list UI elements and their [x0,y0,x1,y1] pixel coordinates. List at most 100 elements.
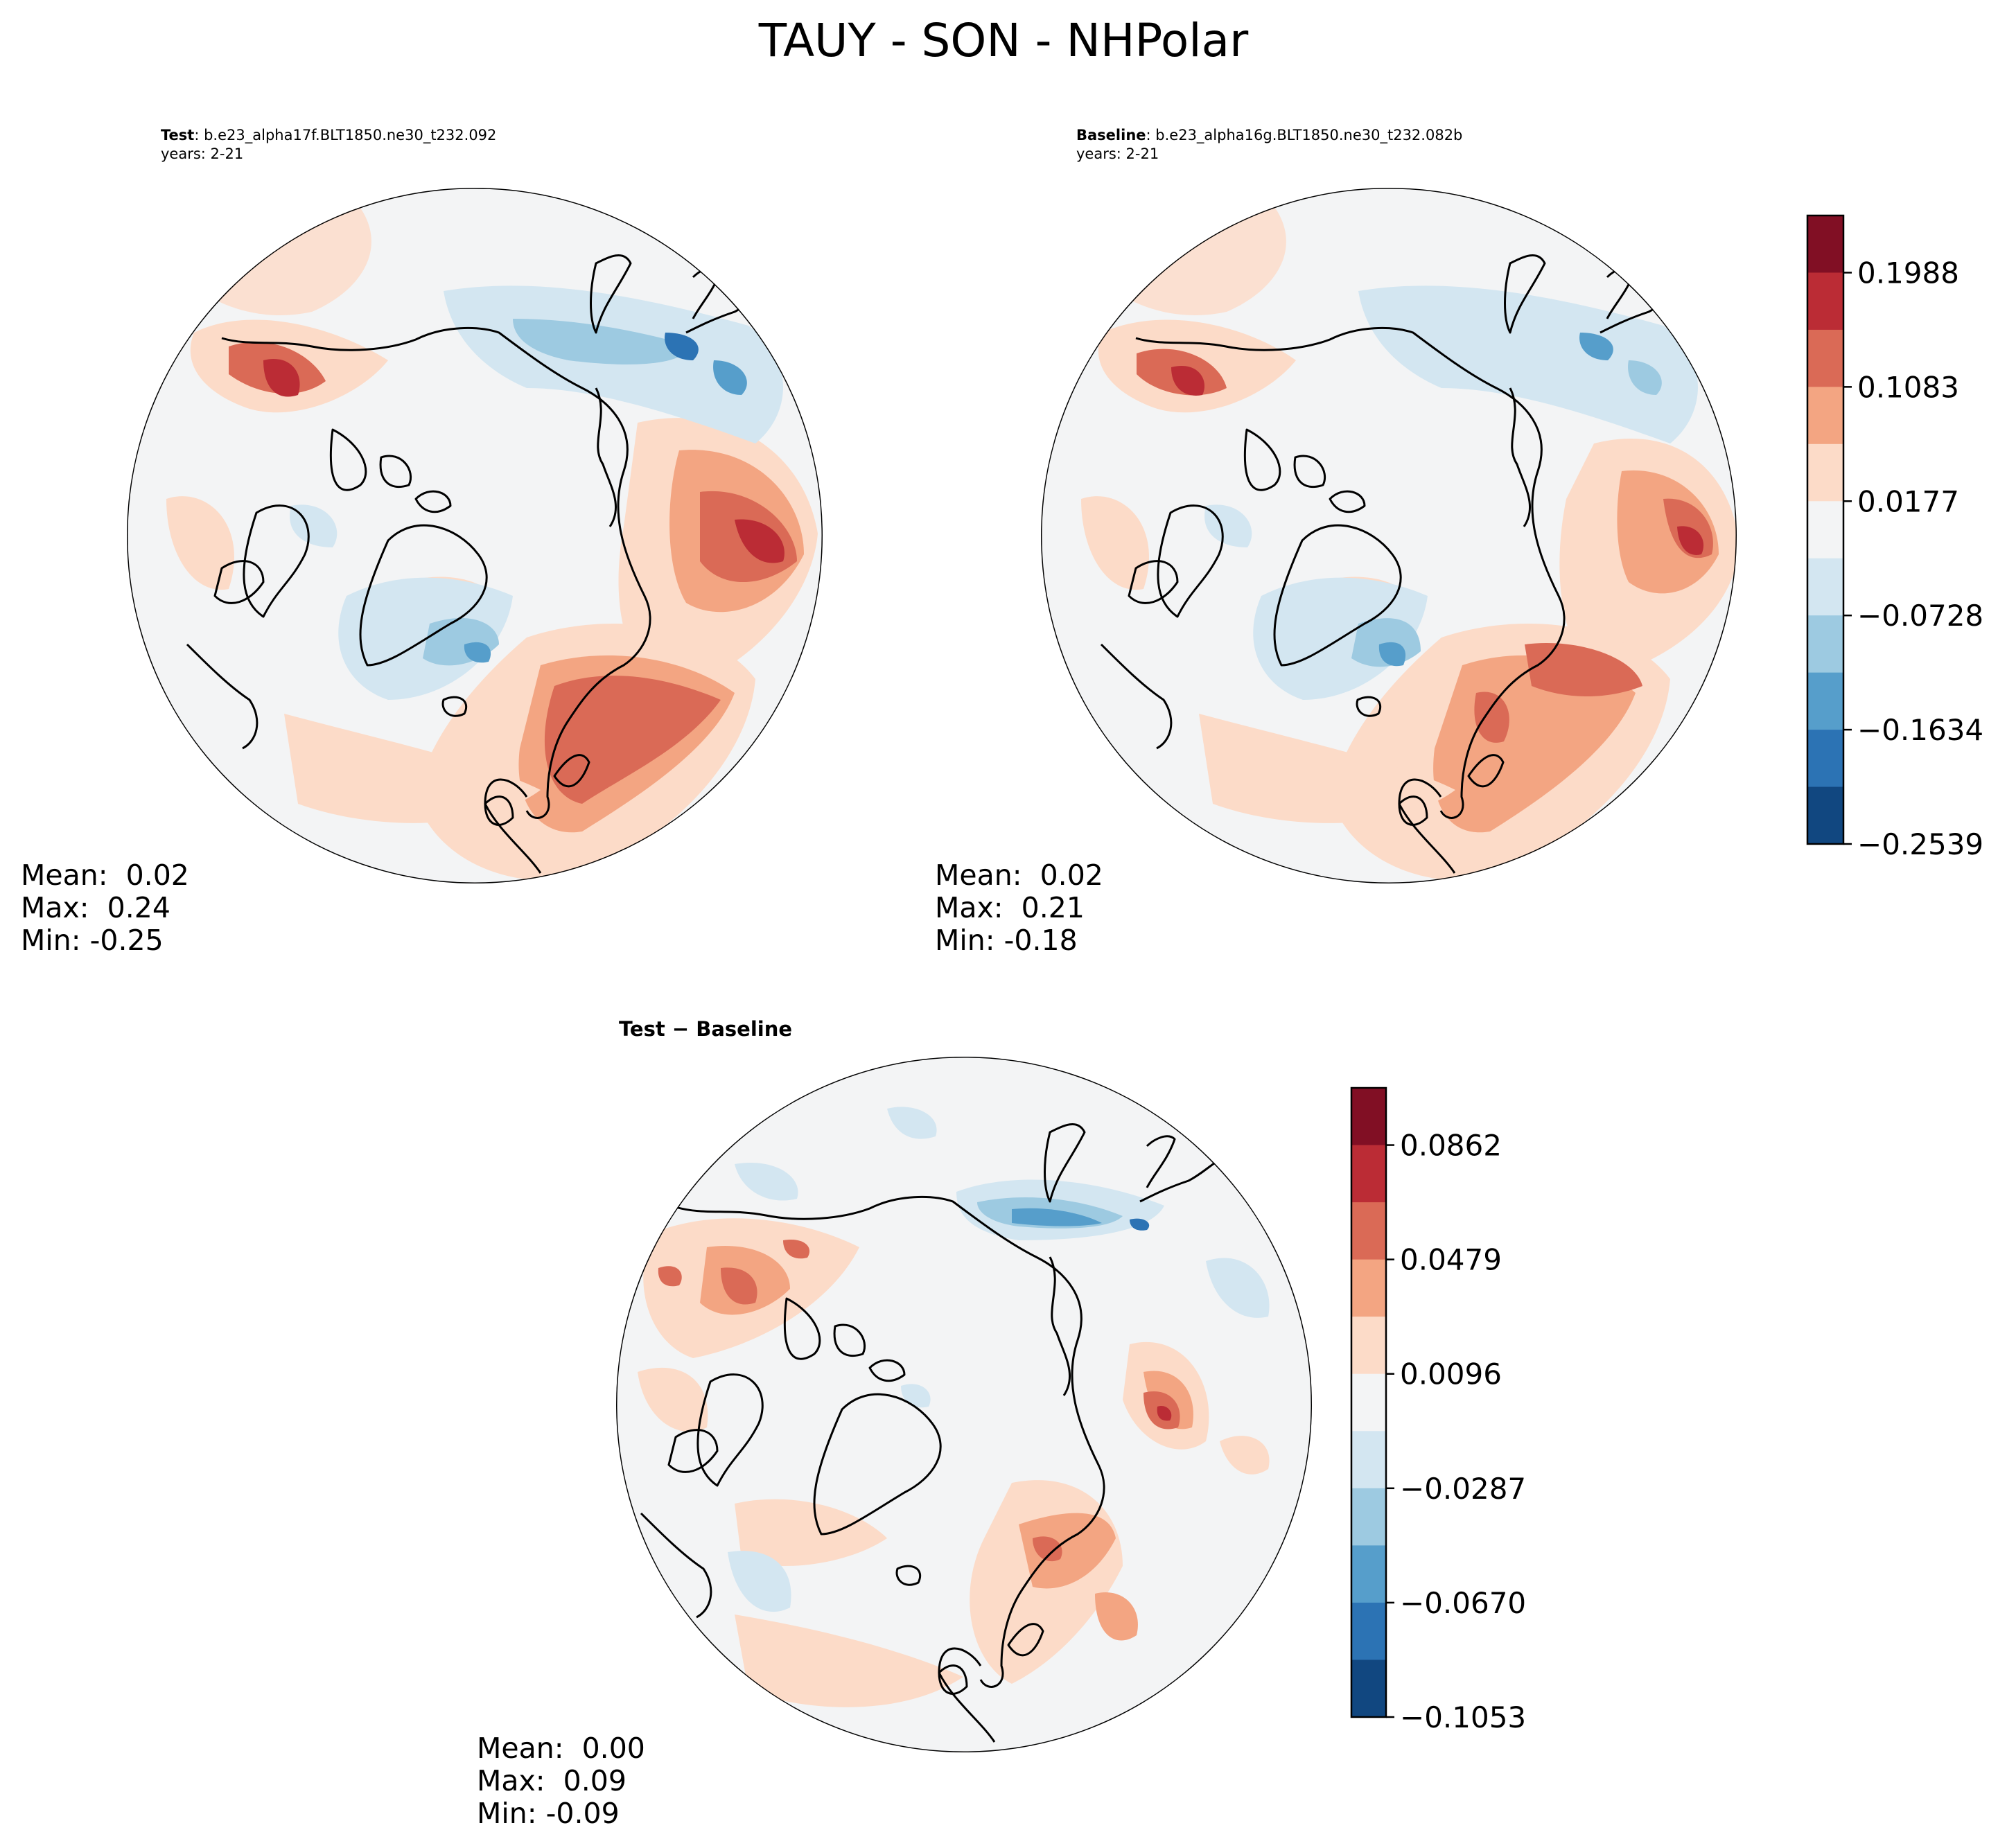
baseline-contour [1171,366,1204,396]
colorbar-diff-color-block [1351,1488,1386,1546]
baseline-contour [1378,642,1406,667]
diff-coastline [640,1512,712,1619]
diff-title: Test − Baseline [619,1017,793,1041]
diff-contour [721,1267,757,1305]
test-coastline [595,387,617,527]
diff-contour [728,1551,791,1612]
colorbar-diff: 0.0862 0.0479 0.0096 −0.0287 −0.0670 −0.1053 [1350,1086,1526,1734]
baseline-caption: Baseline: b.e23_alpha16g.BLT1850.ne30_t2… [1076,127,1463,162]
colorbar-main-color-block [1807,329,1843,387]
colorbar-diff-color-block [1351,1545,1386,1603]
diff-contour [735,1499,887,1566]
diff-contour [735,1163,798,1201]
diff-stats: Mean: 0.00 Max: 0.09 Min: -0.09 [477,1732,645,1830]
baseline-coastline [1356,696,1382,717]
baseline-contour [1474,692,1509,743]
test-coastline [243,504,310,618]
colorbar-diff-color-block [1351,1431,1386,1489]
test-max: Max: 0.24 [21,891,170,924]
colorbar-main-tick-label: −0.0728 [1857,599,1983,633]
colorbar-main-tick-label: 0.0177 [1857,484,1959,518]
diff-max: Max: 0.09 [477,1764,626,1797]
colorbar-main-tick-label: 0.1083 [1857,370,1959,404]
baseline-coastline [1398,795,1428,826]
colorbar-main-frame [1806,214,1845,845]
colorbar-main-tick-label: −0.1634 [1857,713,1983,747]
baseline-min: Min: -0.18 [935,924,1078,957]
test-coastline [329,428,367,491]
baseline-contour [1081,496,1149,590]
baseline-contour [1579,333,1613,360]
colorbar-diff-color-block [1351,1145,1386,1203]
baseline-contour [1358,285,1698,443]
baseline-contour [1677,526,1704,555]
baseline-case-name: b.e23_alpha16g.BLT1850.ne30_t232.082b [1155,127,1463,143]
baseline-positive-contours [1060,199,1737,881]
diff-negative-contours [728,1107,1270,1612]
figure-title: TAUY - SON - NHPolar [758,14,1249,67]
diff-contour [1095,1592,1138,1641]
baseline-contour [1628,360,1662,395]
diff-coastline [868,1359,906,1382]
colorbar-diff-blocks [1351,1088,1386,1718]
diff-contour [1033,1536,1062,1562]
baseline-coastline [1100,643,1173,750]
diff-coastline [938,1664,968,1695]
test-negative-contours [290,285,783,700]
baseline-coastline [1467,754,1505,788]
colorbar-diff-color-block [1351,1317,1386,1375]
baseline-coastline [1128,560,1179,604]
diff-contour [783,1240,810,1259]
test-coastline [213,560,265,604]
colorbar-diff-tick-label: 0.0862 [1400,1129,1502,1163]
colorbar-main-color-block [1807,501,1843,559]
diff-contour [1220,1436,1270,1475]
test-label: Test [161,127,195,143]
test-coastline [379,455,412,489]
baseline-coastline [1135,326,1566,819]
diff-contour [658,1266,682,1287]
colorbar-main-color-block [1807,443,1843,502]
colorbar-diff-color-block [1351,1660,1386,1718]
test-contour [513,319,693,364]
test-coastline [414,490,452,513]
colorbar-diff-color-block [1351,1088,1386,1146]
test-coastline [553,754,590,788]
colorbar-main-tick-label: 0.1988 [1857,256,1959,290]
diff-mean: Mean: 0.00 [477,1732,645,1765]
baseline-stats: Mean: 0.02 Max: 0.21 Min: -0.18 [935,859,1103,957]
diff-min: Min: -0.09 [477,1797,620,1830]
baseline-coastline [1273,524,1402,667]
diff-coastline [675,1195,1105,1688]
baseline-mean: Mean: 0.02 [935,859,1103,892]
test-coastline [359,524,488,667]
colorbar-diff-tick-label: 0.0479 [1400,1243,1502,1277]
diff-positive-contours [638,1218,1270,1707]
test-contour [735,519,785,563]
baseline-coastline [1243,428,1281,491]
colorbar-main-color-block [1807,730,1843,788]
colorbar-diff-tick-label: −0.1053 [1400,1700,1526,1734]
colorbar-diff-tick-label: −0.0670 [1400,1586,1526,1620]
baseline-coastline [1329,490,1366,513]
colorbar-main: 0.1988 0.1083 0.0177 −0.0728 −0.1634 −0.2539 [1806,214,1983,861]
diff-contour [887,1107,937,1139]
baseline-years: years: 2-21 [1076,146,1159,162]
test-positive-contours [146,199,818,881]
colorbar-main-ticks: 0.1988 0.1083 0.0177 −0.0728 −0.1634 −0.2539 [1843,256,1983,861]
colorbar-main-color-block [1807,215,1843,274]
diff-contour [735,1614,963,1707]
colorbar-main-blocks [1807,215,1843,845]
diff-coastline [813,1393,942,1535]
diff-coastline [895,1565,922,1586]
diff-contour [1012,1208,1102,1226]
colorbar-main-color-block [1807,615,1843,674]
colorbar-diff-color-block [1351,1202,1386,1260]
diff-contour [1019,1513,1116,1589]
test-contour [284,714,541,823]
test-coastline [441,696,468,717]
diff-coastline [1146,1135,1176,1188]
diff-coastline [833,1323,866,1357]
diff-contour [1206,1258,1270,1318]
